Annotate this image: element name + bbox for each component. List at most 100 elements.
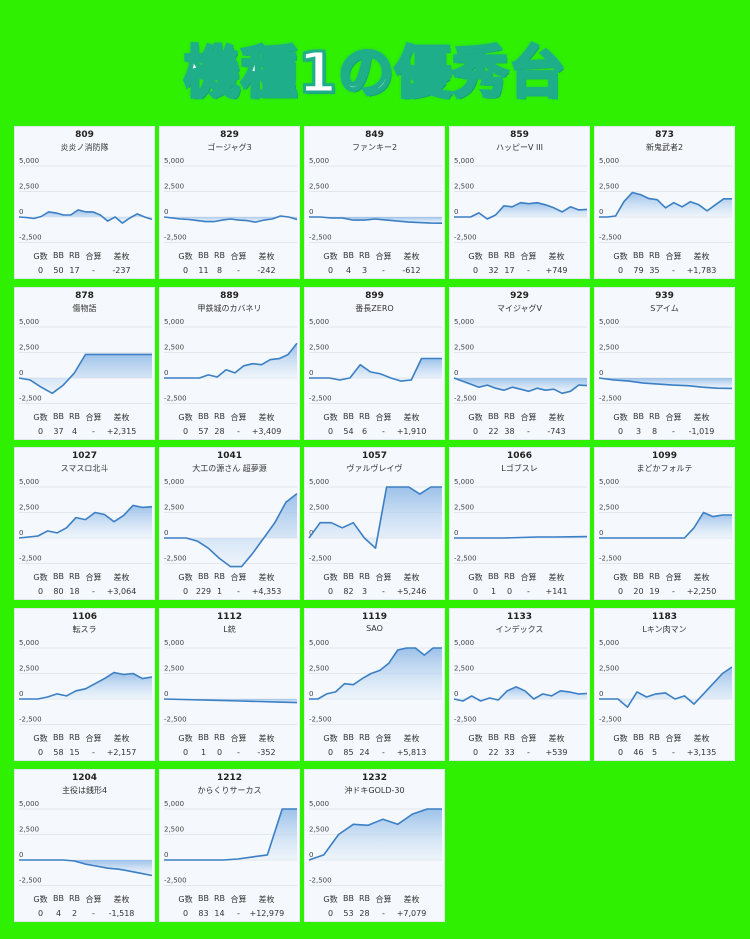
stat-label: G数 [613,252,628,261]
machine-chart: 5,000 2,500 0 -2,500 [453,639,588,726]
series-area [454,686,587,702]
stats-values: 0 58 15 - +2,157 [15,748,154,757]
series-area [164,699,297,703]
stat-label: 合算 [665,734,682,744]
stat-label: RB [648,572,661,582]
machine-chart: 5,000 2,500 0 -2,500 [163,157,298,243]
stat-label: 合算 [520,734,537,744]
y-tick-label: -2,500 [309,716,332,724]
y-tick-label: 0 [454,529,458,537]
machine-number: 929 [510,290,529,301]
machine-card: 5,000 2,500 0 -2,500 899 番長ZERO G数 BB RB 合算 差枚 0 54 6… [304,286,445,440]
stat-label: BB [53,893,64,903]
y-tick-label: -2,500 [454,234,477,242]
stat-label: 合算 [230,894,247,904]
machine-card: 5,000 2,500 0 -2,500 1183 Lキン肉マン G数 BB RB 合算 差枚 0 46… [594,608,735,762]
stat-label: 差枚 [693,573,710,583]
stat-value-bb: 3 [635,426,642,436]
stat-value-total: - [237,587,240,597]
stat-value-rb: 0 [506,587,513,597]
y-tick-label: 5,000 [309,478,329,486]
y-tick-label: 2,500 [599,665,619,673]
stat-value-g: 0 [37,908,44,918]
stat-value-bb: 58 [53,748,64,758]
stat-label: 差枚 [113,252,130,261]
stat-label: RB [68,572,81,582]
stat-label: 合算 [665,573,682,583]
stat-label: RB [68,251,81,260]
machine-card: 5,000 2,500 0 -2,500 1133 インデックス G数 BB RB 合算 差枚 0 22… [449,608,590,762]
stat-value-g: 0 [182,908,189,918]
y-tick-label: 2,500 [309,825,329,833]
stat-value-g: 0 [617,266,624,275]
stat-value-diff: +539 [545,748,568,758]
series-line [164,807,297,861]
machine-card: 5,000 2,500 0 -2,500 809 炎炎ノ消防隊 G数 BB RB 合算 差枚 0 50 1… [14,126,155,279]
stat-label: 差枚 [113,894,130,904]
machine-name: 主役は銭形4 [61,785,108,795]
machine-chart: 5,000 2,500 0 -2,500 [453,318,588,404]
y-tick-label: 2,500 [164,665,184,673]
stats-values: 0 37 4 - +2,315 [15,427,154,436]
y-tick-label: -2,500 [309,394,332,402]
y-tick-label: 0 [19,369,23,377]
y-tick-label: -2,500 [309,234,332,242]
machine-chart: 5,000 2,500 0 -2,500 [599,157,732,243]
stats-header: G数 BB RB 合算 差枚 [15,894,154,905]
stat-label: G数 [613,573,628,583]
stat-value-total: - [92,748,95,758]
stat-label: RB [213,411,226,421]
series-line [163,215,298,223]
machine-card: 5,000 2,500 0 -2,500 1204 主役は銭形4 G数 BB RB 合算 差枚 0 4 2… [14,768,155,922]
y-tick-label: 5,000 [309,157,329,165]
stat-label: G数 [468,573,483,583]
stat-value-g: 0 [327,426,334,436]
stats-header: G数 BB RB 合算 差枚 [595,412,734,423]
stat-value-bb: 11 [198,266,209,275]
stat-value-diff: +2,250 [686,587,717,597]
y-tick-label: 2,500 [599,504,619,512]
machine-name: Lゴブスレ [501,464,538,474]
stat-value-rb: 19 [649,587,660,597]
stat-label: RB [503,572,516,582]
y-tick-label: 0 [164,851,168,859]
stat-value-diff: +3,409 [251,426,282,436]
series-area [599,377,732,389]
machine-number: 1183 [651,612,678,623]
stat-label: RB [503,733,516,743]
stat-label: G数 [323,252,338,261]
stat-value-diff: -352 [257,748,276,758]
stat-value-bb: 79 [633,266,644,275]
y-tick-label: 2,500 [454,183,474,191]
machine-number: 1133 [506,612,533,623]
machine-number: 829 [220,130,239,140]
y-tick-label: 0 [599,529,603,537]
y-tick-label: 2,500 [309,665,329,673]
stat-value-rb: 8 [216,266,223,275]
machine-name: 炎炎ノ消防隊 [60,143,109,152]
y-tick-label: 0 [454,690,458,698]
stat-label: G数 [178,252,193,261]
machine-name: ハッピーV III [495,143,544,152]
machine-chart: 5,000 2,500 0 -2,500 [19,800,153,886]
y-tick-label: 5,000 [599,478,619,486]
stat-label: G数 [468,252,483,261]
stat-value-rb: 28 [359,908,370,918]
series-area [599,192,732,217]
series-line [598,376,733,389]
stat-label: 差枚 [113,412,130,422]
series-line [309,357,442,382]
y-tick-label: 5,000 [454,157,474,165]
series-line [18,353,152,394]
stat-value-total: - [382,266,385,275]
machine-card: 5,000 2,500 0 -2,500 929 マイジャグV G数 BB RB 合算 差枚 0 22 3… [449,286,590,440]
stat-value-bb: 46 [633,748,644,758]
machine-name: SAO [366,624,383,634]
machine-chart: 5,000 2,500 0 -2,500 [454,157,588,243]
series-area [164,808,297,860]
stat-label: BB [633,572,644,582]
stat-value-g: 0 [472,587,479,597]
stat-value-g: 0 [37,266,44,275]
stat-label: 合算 [375,894,392,904]
stat-label: BB [343,733,354,743]
